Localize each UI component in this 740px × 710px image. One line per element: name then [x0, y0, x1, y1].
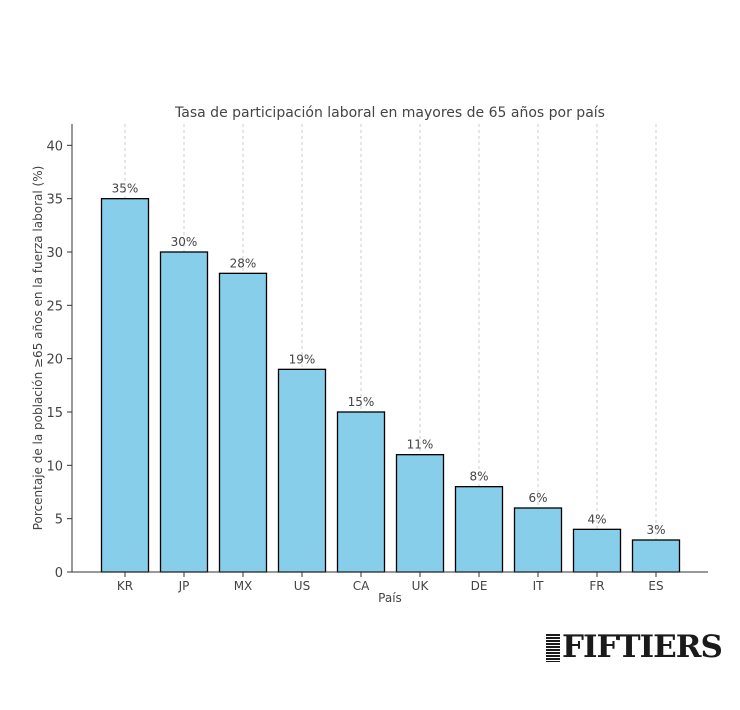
x-tick-label-mx: MX — [234, 579, 253, 593]
y-tick-label: 30 — [46, 246, 63, 261]
data-label-uk: 11% — [407, 438, 434, 452]
bar-uk — [395, 454, 445, 573]
logo-mark-icon — [546, 633, 560, 662]
x-tick-label-es: ES — [648, 579, 663, 593]
y-tick-label: 10 — [46, 459, 63, 474]
bar-it — [513, 507, 563, 573]
y-tick-label: 25 — [46, 299, 63, 314]
bar-us — [277, 368, 327, 573]
y-axis-label: Porcentaje de la población ≥65 años en l… — [31, 166, 45, 531]
y-tick-label: 20 — [46, 353, 63, 368]
data-label-jp: 30% — [171, 235, 198, 249]
bar-es — [631, 539, 681, 573]
y-ticks: 0 5 10 15 20 25 30 35 40 — [46, 139, 72, 581]
x-tick-label-kr: KR — [117, 579, 133, 593]
y-tick-label: 5 — [55, 513, 63, 528]
data-label-kr: 35% — [112, 182, 139, 196]
data-labels: 35% 30% 28% 19% 15% 11% 8% 6% 4% 3% — [112, 182, 666, 537]
y-tick-label: 15 — [46, 406, 63, 421]
x-tick-label-ca: CA — [353, 579, 370, 593]
y-tick-label: 0 — [55, 566, 63, 581]
data-label-us: 19% — [289, 352, 316, 366]
y-tick-label: 35 — [46, 193, 63, 208]
x-ticks: KR JP MX US CA UK DE IT FR ES — [117, 572, 664, 593]
data-label-ca: 15% — [348, 395, 375, 409]
chart-title: Tasa de participación laboral en mayores… — [174, 105, 605, 121]
bar-kr — [100, 198, 150, 573]
bar-fr — [572, 528, 622, 573]
bar-mx — [218, 272, 268, 573]
logo-text: FIFTIERS — [562, 629, 723, 665]
data-label-it: 6% — [528, 491, 547, 505]
bar-ca — [336, 411, 386, 573]
x-tick-label-us: US — [294, 579, 310, 593]
x-tick-label-de: DE — [471, 579, 488, 593]
x-axis-label: País — [378, 591, 402, 605]
data-label-de: 8% — [469, 470, 488, 484]
bar-jp — [159, 251, 209, 573]
bar-de — [454, 486, 504, 573]
x-tick-label-uk: UK — [412, 579, 430, 593]
data-label-mx: 28% — [230, 256, 257, 270]
x-tick-label-jp: JP — [178, 579, 190, 593]
grid-lines — [124, 124, 657, 572]
x-tick-label-fr: FR — [589, 579, 604, 593]
y-tick-label: 40 — [46, 139, 63, 154]
data-label-fr: 4% — [587, 512, 606, 526]
fiftiers-logo: FIFTIERS — [546, 629, 723, 665]
x-tick-label-it: IT — [533, 579, 545, 593]
data-label-es: 3% — [646, 523, 665, 537]
